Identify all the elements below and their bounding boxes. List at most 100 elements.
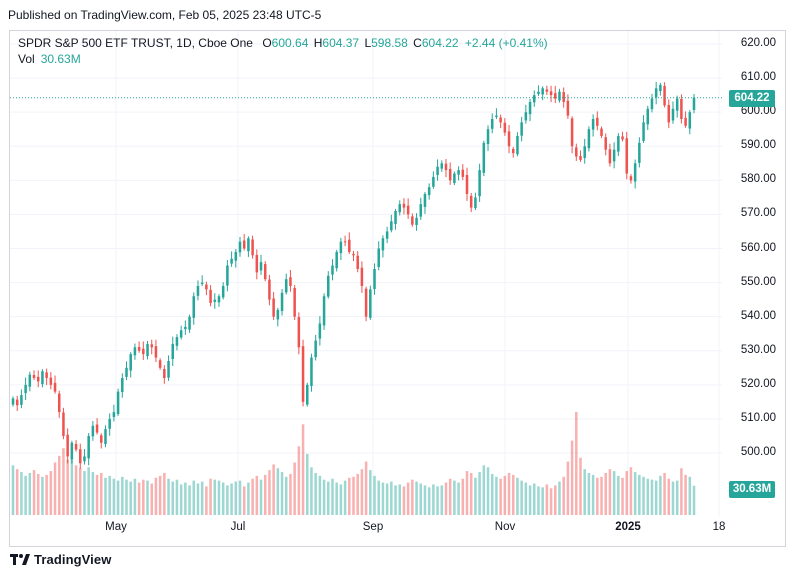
volume-bar <box>415 481 418 515</box>
candle-body <box>289 277 292 286</box>
candle-body <box>570 118 574 147</box>
candle-body <box>474 197 477 208</box>
candle-body <box>545 89 549 92</box>
top-bar: Published on TradingView.com, Feb 05, 20… <box>0 0 795 30</box>
volume-bar <box>234 481 238 515</box>
volume-bar <box>390 481 393 515</box>
volume-bar <box>604 473 607 515</box>
volume-bar <box>642 476 645 515</box>
volume-bar <box>537 486 540 515</box>
volume-bar <box>507 473 511 515</box>
volume-bar <box>549 488 553 515</box>
volume-bar <box>427 487 431 515</box>
volume-bar <box>440 485 444 515</box>
y-tick-label: 570.00 <box>740 207 776 220</box>
x-tick-label: Jul <box>230 521 246 533</box>
candle-body <box>348 239 351 252</box>
candle-body <box>469 195 473 208</box>
chart-frame[interactable] <box>9 30 786 547</box>
volume-bar <box>213 479 217 515</box>
symbol-title: SPDR S&P 500 ETF TRUST, 1D, Cboe One <box>18 36 253 50</box>
volume-bar <box>32 470 36 515</box>
y-tick-label: 580.00 <box>740 173 776 186</box>
symbol-legend: SPDR S&P 500 ETF TRUST, 1D, Cboe One O60… <box>18 36 548 50</box>
candle-body <box>91 425 95 437</box>
volume-bar <box>373 475 376 515</box>
candle-body <box>671 108 675 121</box>
candle-body <box>356 255 359 269</box>
volume-bar <box>612 471 616 515</box>
candle-body <box>591 118 595 130</box>
candle-body <box>394 211 397 224</box>
candle-body <box>524 112 528 121</box>
candle-body <box>32 374 36 379</box>
candle-body <box>600 128 603 137</box>
open-label: O <box>262 36 272 50</box>
candle-body <box>558 91 561 101</box>
volume-bar <box>524 482 528 515</box>
candle-body <box>516 136 519 155</box>
volume-bar <box>297 446 301 515</box>
volume-bar <box>364 461 368 515</box>
candle-body <box>205 284 208 290</box>
candle-body <box>284 279 288 293</box>
volume-bar <box>608 469 612 515</box>
candle-body <box>53 382 57 392</box>
volume-bar <box>478 472 481 515</box>
volume-bar <box>322 479 326 515</box>
volume-bar <box>45 474 48 515</box>
volume-bar <box>453 480 456 515</box>
volume-bar <box>356 473 359 515</box>
volume-bar <box>684 474 687 515</box>
candle-body <box>453 173 456 184</box>
volume-bar <box>528 485 532 515</box>
low-label: L <box>364 36 372 50</box>
candle-body <box>587 129 591 149</box>
candle-body <box>432 176 435 187</box>
volume-bar <box>49 471 53 515</box>
footer-brand[interactable]: TradingView <box>10 552 111 567</box>
volume-bar <box>541 487 544 515</box>
volume-bar <box>259 479 263 515</box>
close-label: C <box>413 36 422 50</box>
volume-bar <box>293 462 296 515</box>
volume-bar <box>310 467 313 515</box>
volume-bar <box>457 482 460 515</box>
x-tick-label: Sep <box>362 521 384 533</box>
volume-bar <box>600 476 603 515</box>
candle-body <box>36 376 40 382</box>
candle-body <box>596 117 599 126</box>
candle-body <box>209 289 212 304</box>
candle-body <box>108 418 111 429</box>
candle-body <box>461 169 465 177</box>
volume-bar <box>692 485 696 515</box>
candle-body <box>146 343 149 357</box>
candle-body <box>390 221 393 231</box>
volume-bar <box>158 475 162 515</box>
candle-body <box>20 395 23 405</box>
y-tick-label: 500.00 <box>740 446 776 458</box>
candle-body <box>528 101 532 115</box>
published-caption: Published on TradingView.com, Feb 05, 20… <box>8 8 322 22</box>
candle-body <box>381 238 385 251</box>
candle-body <box>612 149 616 162</box>
candle-body <box>642 122 645 141</box>
volume-bar <box>331 478 334 515</box>
candle-body <box>280 292 284 312</box>
volume-bar <box>579 457 582 515</box>
volume-bar <box>192 480 196 515</box>
candle-body <box>448 168 452 181</box>
candle-body <box>167 360 170 378</box>
candle-body <box>310 357 313 387</box>
candle-body <box>171 343 175 360</box>
volume-bar <box>444 482 448 515</box>
volume-bar <box>70 457 74 515</box>
volume-bar <box>369 470 372 515</box>
candle-body <box>339 241 343 254</box>
volume-bar <box>83 471 86 515</box>
candle-body <box>112 412 116 417</box>
candle-body <box>554 93 557 99</box>
candle-body <box>247 238 250 252</box>
candle-body <box>604 137 607 150</box>
